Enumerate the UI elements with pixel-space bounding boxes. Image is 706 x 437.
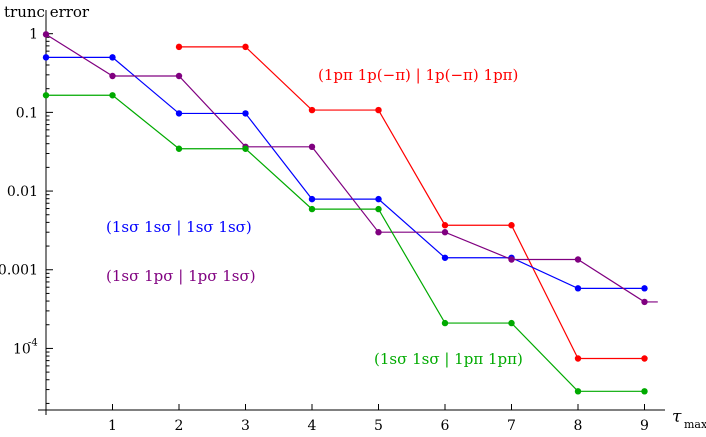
data-point-blue [441,254,449,261]
data-point-green [508,319,515,327]
data-point-green [574,388,582,395]
series-line-red [179,46,645,360]
data-point-blue [109,54,116,61]
data-point-blue [641,285,648,292]
series-label-blue: (1sσ 1sσ | 1sσ 1sσ) [106,218,252,236]
data-point-purple [109,72,116,80]
data-point-blue [242,110,249,117]
data-point-green [441,319,449,327]
data-point-red [375,106,382,114]
y-tick-label: 10 [13,341,31,357]
data-point-purple [175,72,183,80]
data-point-purple [508,256,515,263]
data-point-red [508,222,515,229]
data-point-red [308,106,316,114]
x-tick-label: 9 [640,418,649,434]
data-point-red [242,43,249,51]
y-axis-title: trunc error [4,3,90,21]
data-point-purple [641,298,648,306]
data-point-purple [574,256,582,263]
x-tick-label: 4 [308,418,317,434]
data-point-green [308,205,316,213]
data-point-red [175,43,183,51]
data-point-blue [574,285,582,292]
data-point-green [175,145,183,152]
series-label-purple: (1sσ 1pσ | 1pσ 1sσ) [106,267,256,285]
x-tick-label: 2 [175,418,184,434]
data-point-blue [308,195,316,203]
series-label-green: (1sσ 1sσ | 1pπ 1pπ) [374,350,523,368]
x-tick-label: 7 [507,418,516,434]
x-axis-title-subscript: max [684,418,706,431]
data-point-green [375,205,382,213]
y-tick-label-exponent: -4 [28,337,38,348]
series-line-blue [46,56,645,289]
data-point-red [641,355,648,362]
axes: 1 2 3 4 5 6 7 8 9 1 0.1 0.01 0.001 10-4 [0,10,665,434]
data-point-red [441,222,449,229]
x-tick-label: 3 [241,418,250,434]
data-point-purple [42,31,50,38]
data-point-green [242,145,249,152]
x-tick-label: 5 [374,418,383,434]
data-point-purple [308,143,316,151]
labels: trunc error τ max (1pπ 1p(−π) | 1p(−π) 1… [4,3,706,431]
x-tick-label: 1 [108,418,117,434]
series-label-red: (1pπ 1p(−π) | 1p(−π) 1pπ) [318,66,518,84]
y-tick-label: 0.1 [16,105,38,121]
data-point-green [109,92,116,99]
x-tick-label: 8 [574,418,583,434]
data-point-green [641,388,648,395]
y-tick-label: 1 [29,27,38,43]
x-axis-title: τ [672,407,682,427]
x-tick-label: 6 [441,418,450,434]
data-point-blue [175,110,183,117]
data-point-green [42,92,50,99]
series-layer [42,31,658,395]
data-point-blue [42,54,50,61]
series-line-green [46,94,645,392]
data-point-purple [375,229,382,236]
y-tick-label: 0.01 [7,184,38,200]
data-point-purple [441,229,449,236]
y-tick-label: 0.001 [0,263,38,279]
data-point-blue [375,195,382,203]
data-point-red [574,355,582,362]
